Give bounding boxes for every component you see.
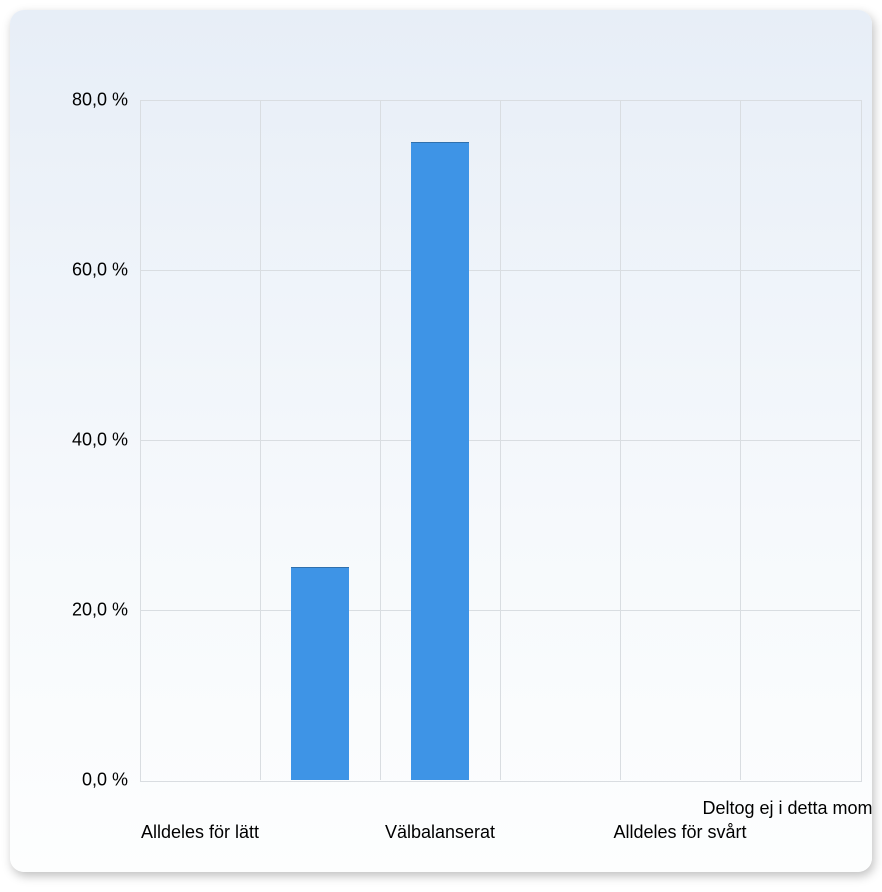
- y-tick-label: 20,0 %: [10, 600, 128, 621]
- bar: [291, 567, 349, 781]
- x-tick-label: Alldeles för svårt: [613, 822, 746, 843]
- x-axis-labels: Alldeles för lätt Välbalanserat Alldeles f…: [140, 780, 860, 860]
- y-tick-label: 80,0 %: [10, 90, 128, 111]
- y-tick-label: 60,0 %: [10, 260, 128, 281]
- y-tick-label: 0,0 %: [10, 770, 128, 791]
- x-tick-label: Alldeles för lätt: [141, 822, 259, 843]
- bars-container: [140, 100, 860, 780]
- x-tick-label: Välbalanserat: [385, 822, 495, 843]
- x-tick-label: Deltog ej i detta moment: [702, 798, 872, 819]
- y-axis-labels: 0,0 %20,0 %40,0 %60,0 %80,0 %: [10, 100, 128, 780]
- y-tick-label: 40,0 %: [10, 430, 128, 451]
- chart-canvas: 0,0 % 20,0 % 40,0 % 60,0 % 80,0 % Alldeles f…: [10, 10, 872, 872]
- chart-card: 0,0 % 20,0 % 40,0 % 60,0 % 80,0 % Alldeles f…: [10, 10, 872, 872]
- bar: [411, 142, 469, 781]
